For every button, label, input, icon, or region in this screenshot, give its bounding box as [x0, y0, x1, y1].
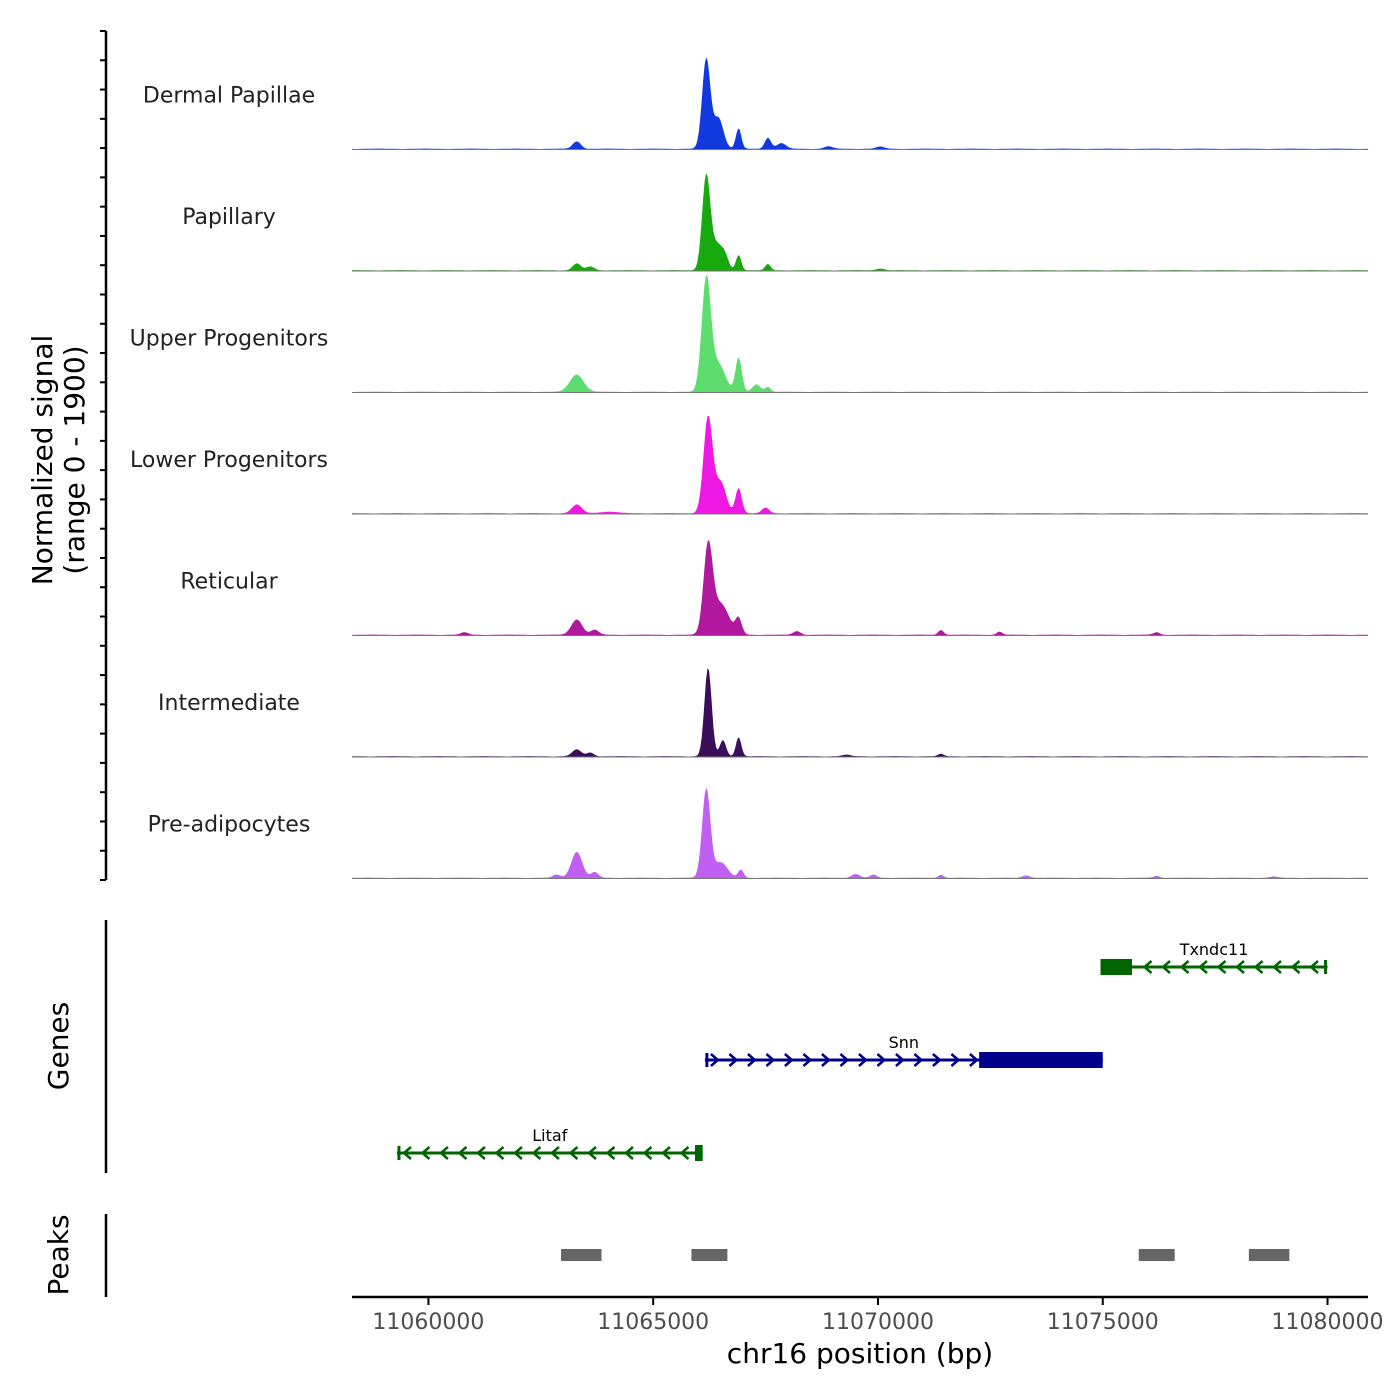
- strand-arrow: [728, 1053, 739, 1067]
- strand-arrow: [587, 1146, 597, 1160]
- x-tick-label: 11075000: [1047, 1310, 1159, 1335]
- strand-arrow: [839, 1053, 850, 1067]
- track-label: Reticular: [180, 570, 278, 595]
- strand-arrow: [765, 1053, 776, 1067]
- strand-arrow: [420, 1146, 431, 1160]
- strand-arrow: [605, 1146, 616, 1160]
- strand-arrow: [1161, 960, 1171, 974]
- strand-arrow: [1179, 960, 1190, 974]
- strand-arrow: [876, 1053, 887, 1067]
- y-axis-range-label: (range 0 - 1900): [58, 345, 91, 574]
- gene-snn: Snn: [704, 1033, 1103, 1068]
- strand-arrow: [457, 1146, 468, 1160]
- track-label: Papillary: [182, 205, 276, 230]
- track-intermediate: Intermediate: [158, 668, 1368, 758]
- signal-area: [352, 540, 1368, 636]
- gene-label: Litaf: [532, 1126, 567, 1145]
- gene-exon: [1100, 959, 1132, 975]
- strand-arrow: [531, 1146, 542, 1160]
- peak-region: [1248, 1249, 1290, 1261]
- track-label: Upper Progenitors: [130, 327, 329, 352]
- x-axis-label: chr16 position (bp): [727, 1337, 993, 1370]
- track-label: Lower Progenitors: [130, 448, 328, 473]
- signal-area: [352, 57, 1368, 150]
- signal-area: [352, 415, 1368, 514]
- strand-arrow: [1253, 960, 1264, 974]
- strand-arrow: [476, 1146, 486, 1160]
- track-label: Pre-adipocytes: [148, 813, 311, 838]
- strand-arrow: [568, 1146, 579, 1160]
- strand-arrow: [895, 1053, 905, 1067]
- x-tick-label: 11070000: [822, 1310, 934, 1335]
- signal-area: [352, 787, 1368, 879]
- gene-label: Snn: [889, 1033, 919, 1052]
- track-lower-progenitors: Lower Progenitors: [130, 415, 1368, 515]
- strand-arrow: [932, 1053, 942, 1067]
- gene-litaf: Litaf: [396, 1126, 703, 1161]
- gene-txndc11: Txndc11: [1100, 940, 1328, 975]
- gene-exon: [979, 1052, 1103, 1068]
- strand-arrow: [784, 1053, 794, 1067]
- peak-track: [104, 1214, 1290, 1297]
- peak-region: [1138, 1249, 1175, 1261]
- strand-arrow: [1142, 960, 1153, 974]
- strand-arrow: [679, 1146, 690, 1160]
- peak-region: [691, 1249, 728, 1261]
- gene-label: Txndc11: [1179, 940, 1249, 959]
- strand-arrow: [1235, 960, 1245, 974]
- strand-arrow: [1198, 960, 1208, 974]
- strand-arrow: [513, 1146, 523, 1160]
- strand-arrow: [550, 1146, 560, 1160]
- strand-arrow: [642, 1146, 653, 1160]
- signal-area: [352, 668, 1368, 757]
- x-tick-label: 11065000: [597, 1310, 709, 1335]
- signal-area: [352, 173, 1368, 271]
- strand-arrow: [1309, 960, 1319, 974]
- strand-arrow: [1216, 960, 1227, 974]
- strand-arrow: [858, 1053, 868, 1067]
- gene-exon: [695, 1145, 703, 1161]
- peak-region: [561, 1249, 602, 1261]
- x-tick-label: 11080000: [1272, 1310, 1384, 1335]
- signal-area: [352, 274, 1368, 393]
- strand-arrow: [710, 1053, 720, 1067]
- strand-arrow: [747, 1053, 757, 1067]
- y-axis-title: Normalized signal (range 0 - 1900): [26, 335, 91, 586]
- x-tick-label: 11060000: [372, 1310, 484, 1335]
- strand-arrow: [624, 1146, 634, 1160]
- x-axis: 11060000 11065000 11070000 11075000 11080000: [352, 1295, 1384, 1335]
- strand-arrow: [1272, 960, 1282, 974]
- track-upper-progenitors: Upper Progenitors: [130, 274, 1368, 393]
- track-dermal-papillae: Dermal Papillae: [143, 57, 1368, 150]
- strand-arrow: [802, 1053, 813, 1067]
- strand-arrow: [1290, 960, 1301, 974]
- track-papillary: Papillary: [182, 173, 1368, 272]
- track-reticular: Reticular: [180, 540, 1368, 636]
- strand-arrow: [402, 1146, 412, 1160]
- y-axis-label: Normalized signal: [26, 335, 59, 586]
- coverage-tracks: Dermal Papillae Papillary Upper Progenitor…: [100, 30, 1368, 881]
- track-label: Intermediate: [158, 691, 300, 716]
- strand-arrow: [969, 1053, 979, 1067]
- strand-arrow: [913, 1053, 924, 1067]
- genes-track-label: Genes: [42, 1002, 75, 1090]
- track-label: Dermal Papillae: [143, 84, 315, 109]
- strand-arrow: [439, 1146, 449, 1160]
- track-pre-adipocytes: Pre-adipocytes: [148, 787, 1368, 879]
- strand-arrow: [821, 1053, 831, 1067]
- gene-track: Txndc11 Snn Litaf: [104, 920, 1328, 1173]
- strand-arrow: [661, 1146, 671, 1160]
- strand-arrow: [494, 1146, 505, 1160]
- strand-arrow: [950, 1053, 961, 1067]
- peaks-track-label: Peaks: [42, 1214, 75, 1295]
